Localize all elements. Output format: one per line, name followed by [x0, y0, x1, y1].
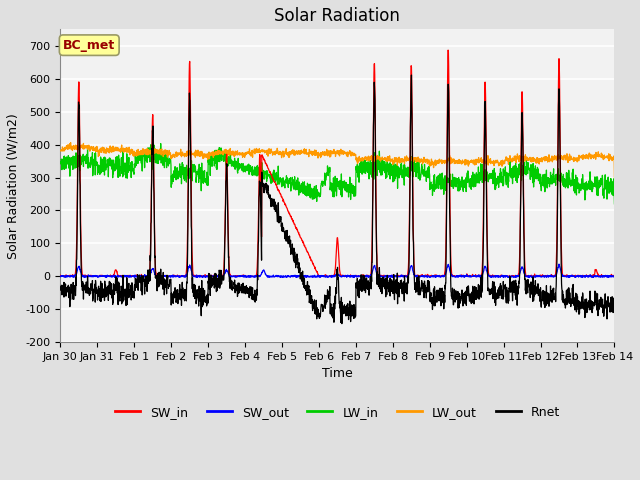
Y-axis label: Solar Radiation (W/m2): Solar Radiation (W/m2)	[7, 113, 20, 259]
X-axis label: Time: Time	[322, 368, 353, 381]
Title: Solar Radiation: Solar Radiation	[275, 7, 401, 25]
Text: BC_met: BC_met	[63, 39, 115, 52]
Legend: SW_in, SW_out, LW_in, LW_out, Rnet: SW_in, SW_out, LW_in, LW_out, Rnet	[110, 401, 565, 423]
